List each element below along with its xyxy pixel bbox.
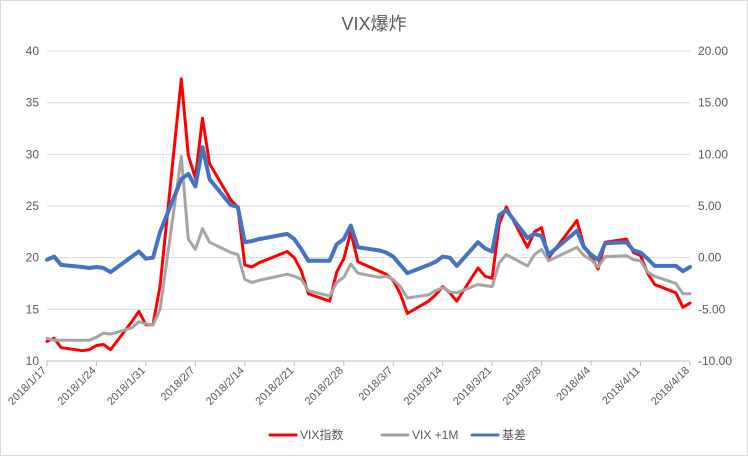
chart-title: VIX爆炸 <box>341 14 406 34</box>
series-line-2 <box>45 154 692 342</box>
series-line-3 <box>45 145 692 276</box>
left-y-tick-label: 25 <box>26 199 40 213</box>
left-y-axis: 10 15 20 25 30 35 40 <box>26 44 40 368</box>
series-lines <box>45 77 692 353</box>
legend: VIX指数 VIX +1M 基差 <box>268 427 526 442</box>
left-y-tick-label: 30 <box>26 147 40 161</box>
right-y-tick-label: -10.00 <box>698 354 732 368</box>
right-y-axis: -10.00 -5.00 0.00 5.00 10.00 15.00 20.00 <box>698 44 732 368</box>
right-y-tick-label: 15.00 <box>698 96 728 110</box>
legend-label: VIX +1M <box>412 428 458 442</box>
legend-label: VIX指数 <box>300 427 343 442</box>
legend-label: 基差 <box>502 428 526 442</box>
left-y-tick-label: 35 <box>26 96 40 110</box>
right-y-tick-label: 5.00 <box>698 199 722 213</box>
right-y-tick-label: -5.00 <box>698 302 726 316</box>
left-y-tick-label: 15 <box>26 302 40 316</box>
left-y-tick-label: 20 <box>26 251 40 265</box>
right-y-tick-label: 0.00 <box>698 251 722 265</box>
left-y-tick-label: 40 <box>26 44 40 58</box>
right-y-tick-label: 10.00 <box>698 147 728 161</box>
left-y-tick-label: 10 <box>26 354 40 368</box>
right-y-tick-label: 20.00 <box>698 44 728 58</box>
